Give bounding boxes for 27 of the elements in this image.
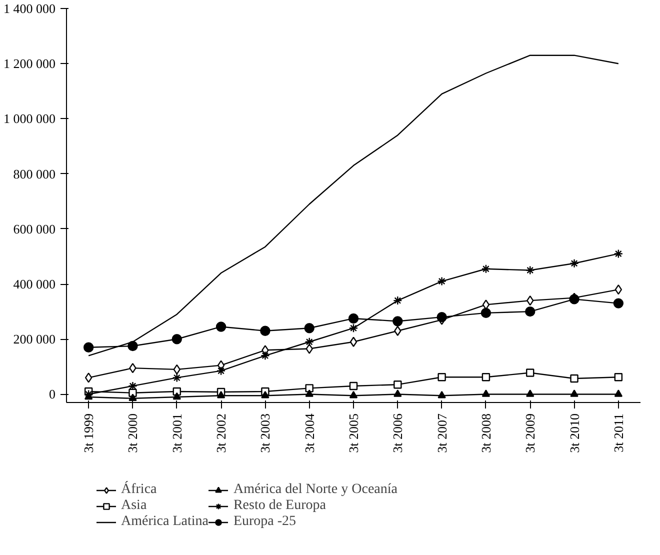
x-tick-label: 3t 2004 — [302, 413, 317, 453]
legend-label: Resto de Europa — [233, 498, 326, 514]
y-tick-label: 600 000 — [13, 221, 56, 236]
x-tick-label: 3t 2006 — [390, 413, 406, 453]
legend-label: Asia — [121, 498, 147, 514]
x-tick-label: 3t 2002 — [214, 413, 229, 453]
legend-label: África — [121, 482, 157, 498]
x-tick-label: 3t 2005 — [346, 413, 361, 453]
legend-label: América del Norte y Oceanía — [233, 482, 398, 498]
x-tick-label: 3t 2010 — [566, 413, 582, 453]
y-tick-label: 1 000 000 — [4, 111, 56, 126]
x-tick-label: 3t 2008 — [478, 413, 494, 453]
y-tick-label: 400 000 — [13, 276, 56, 292]
x-tick-label: 3t 2003 — [258, 413, 273, 453]
legend-label: Europa -25 — [233, 514, 296, 530]
x-tick-label: 3t 2007 — [434, 413, 450, 453]
x-tick-label: 3t 2009 — [522, 413, 538, 453]
x-tick-label: 3t 2011 — [610, 413, 626, 452]
y-tick-label: 0 — [49, 386, 56, 402]
y-tick-label: 1 400 000 — [4, 1, 56, 16]
y-tick-label: 200 000 — [13, 332, 56, 347]
legend-label: América Latina — [121, 514, 208, 530]
x-tick-label: 3t 2001 — [169, 413, 184, 453]
x-tick-label: 3t 2000 — [125, 413, 140, 453]
y-tick-label: 1 200 000 — [4, 56, 56, 72]
x-tick-label: 3t 1999 — [81, 413, 96, 453]
y-tick-label: 800 000 — [13, 166, 56, 182]
